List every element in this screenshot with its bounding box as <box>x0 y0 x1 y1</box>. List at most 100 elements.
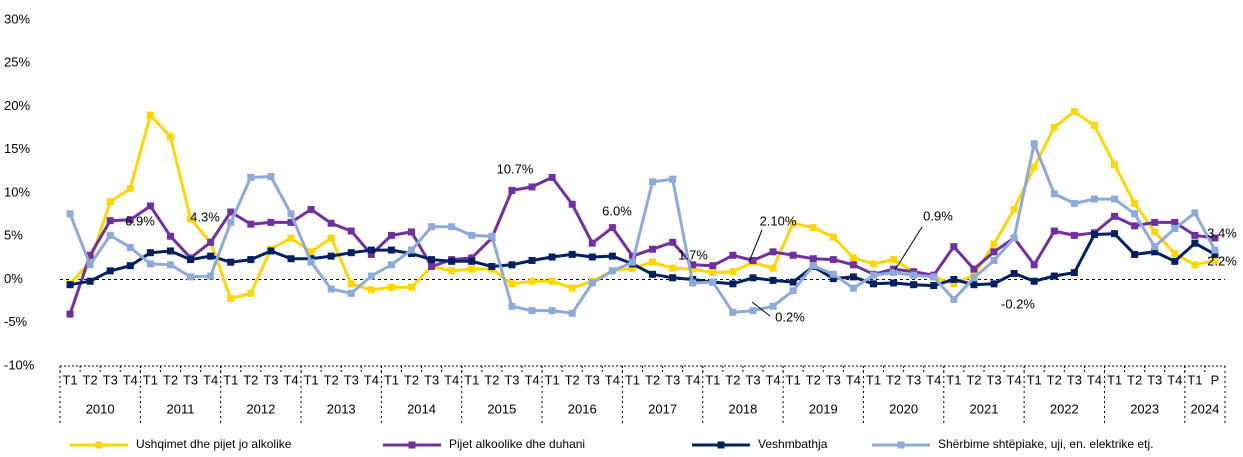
series-marker <box>1030 163 1038 171</box>
annotation: 0.9% <box>923 208 953 223</box>
series-marker <box>608 267 616 275</box>
x-tick-label: T1 <box>946 372 961 387</box>
series-marker <box>568 200 576 208</box>
legend-marker <box>408 441 416 449</box>
series-marker <box>508 280 516 288</box>
series-marker <box>1211 250 1219 258</box>
y-tick-label: 0% <box>4 271 23 286</box>
series-marker <box>1151 228 1159 236</box>
x-tick-label: T2 <box>243 372 258 387</box>
series-marker <box>327 219 335 227</box>
series-marker <box>950 243 958 251</box>
series-marker <box>146 202 154 210</box>
series-marker <box>809 224 817 232</box>
series-marker <box>408 228 416 236</box>
series-marker <box>910 281 918 289</box>
x-tick-label: T2 <box>163 372 178 387</box>
series-marker <box>126 216 134 224</box>
series-marker <box>649 258 657 266</box>
annotation: 6.9% <box>125 213 155 228</box>
x-tick-label: T4 <box>846 372 861 387</box>
x-tick-label: T2 <box>484 372 499 387</box>
year-label: 2013 <box>327 401 356 416</box>
series-marker <box>227 218 235 226</box>
series-marker <box>669 238 677 246</box>
series-marker <box>1030 261 1038 269</box>
year-label: 2010 <box>86 401 115 416</box>
series-marker <box>146 111 154 119</box>
series-marker <box>1191 231 1199 239</box>
series-marker <box>468 231 476 239</box>
y-tick-label: 30% <box>4 11 30 26</box>
y-tick-label: 25% <box>4 55 30 70</box>
x-tick-label: T4 <box>203 372 218 387</box>
series-marker <box>568 309 576 317</box>
x-tick-label: T4 <box>685 372 700 387</box>
series-marker <box>849 273 857 281</box>
series-marker <box>1191 261 1199 269</box>
x-tick-label: T4 <box>123 372 138 387</box>
series-marker <box>1010 205 1018 213</box>
legend-label: Ushqimet dhe pijet jo alkolike <box>136 437 292 451</box>
series-marker <box>166 133 174 141</box>
x-tick-label: T4 <box>1087 372 1102 387</box>
series-marker <box>387 283 395 291</box>
year-label: 2020 <box>889 401 918 416</box>
x-tick-label: T4 <box>364 372 379 387</box>
series-marker <box>829 275 837 283</box>
year-label: 2012 <box>246 401 275 416</box>
series-marker <box>66 281 74 289</box>
x-tick-label: T3 <box>263 372 278 387</box>
series-marker <box>1070 199 1078 207</box>
x-tick-label: T4 <box>926 372 941 387</box>
series-marker <box>1111 195 1119 203</box>
x-tick-label: T3 <box>424 372 439 387</box>
x-tick-label: P <box>1211 372 1220 387</box>
legend-label: Pijet alkoolike dhe duhani <box>449 437 585 451</box>
series-marker <box>649 178 657 186</box>
series-marker <box>508 302 516 310</box>
series-marker <box>267 173 275 181</box>
series-marker <box>669 175 677 183</box>
series-marker <box>86 261 94 269</box>
x-tick-label: T3 <box>504 372 519 387</box>
series-marker <box>166 261 174 269</box>
series-marker <box>207 238 215 246</box>
annotation: 2.2% <box>1207 253 1237 268</box>
series-marker <box>287 255 295 263</box>
series-marker <box>347 249 355 257</box>
x-tick-label: T1 <box>866 372 881 387</box>
x-tick-label: T3 <box>1147 372 1162 387</box>
x-tick-label: T2 <box>966 372 981 387</box>
series-marker <box>528 307 536 315</box>
series-marker <box>789 278 797 286</box>
series-marker <box>950 295 958 303</box>
series-marker <box>327 285 335 293</box>
x-tick-label: T1 <box>786 372 801 387</box>
series-marker <box>729 268 737 276</box>
series-marker <box>970 265 978 273</box>
series-marker <box>890 256 898 264</box>
series-marker <box>146 249 154 257</box>
series-marker <box>990 248 998 256</box>
series-marker <box>809 255 817 263</box>
series-marker <box>1131 199 1139 207</box>
series-marker <box>146 260 154 268</box>
x-tick-label: T1 <box>62 372 77 387</box>
series-marker <box>749 307 757 315</box>
year-label: 2016 <box>568 401 597 416</box>
series-marker <box>548 173 556 181</box>
series-marker <box>729 251 737 259</box>
x-tick-label: T3 <box>745 372 760 387</box>
series-marker <box>990 240 998 248</box>
series-marker <box>890 269 898 277</box>
x-tick-label: T1 <box>143 372 158 387</box>
series-marker <box>1191 239 1199 247</box>
series-marker <box>448 223 456 231</box>
x-tick-label: T1 <box>1187 372 1202 387</box>
y-tick-label: 15% <box>4 141 30 156</box>
series-marker <box>408 283 416 291</box>
year-label: 2018 <box>728 401 757 416</box>
x-tick-label: T3 <box>103 372 118 387</box>
series-marker <box>628 258 636 266</box>
